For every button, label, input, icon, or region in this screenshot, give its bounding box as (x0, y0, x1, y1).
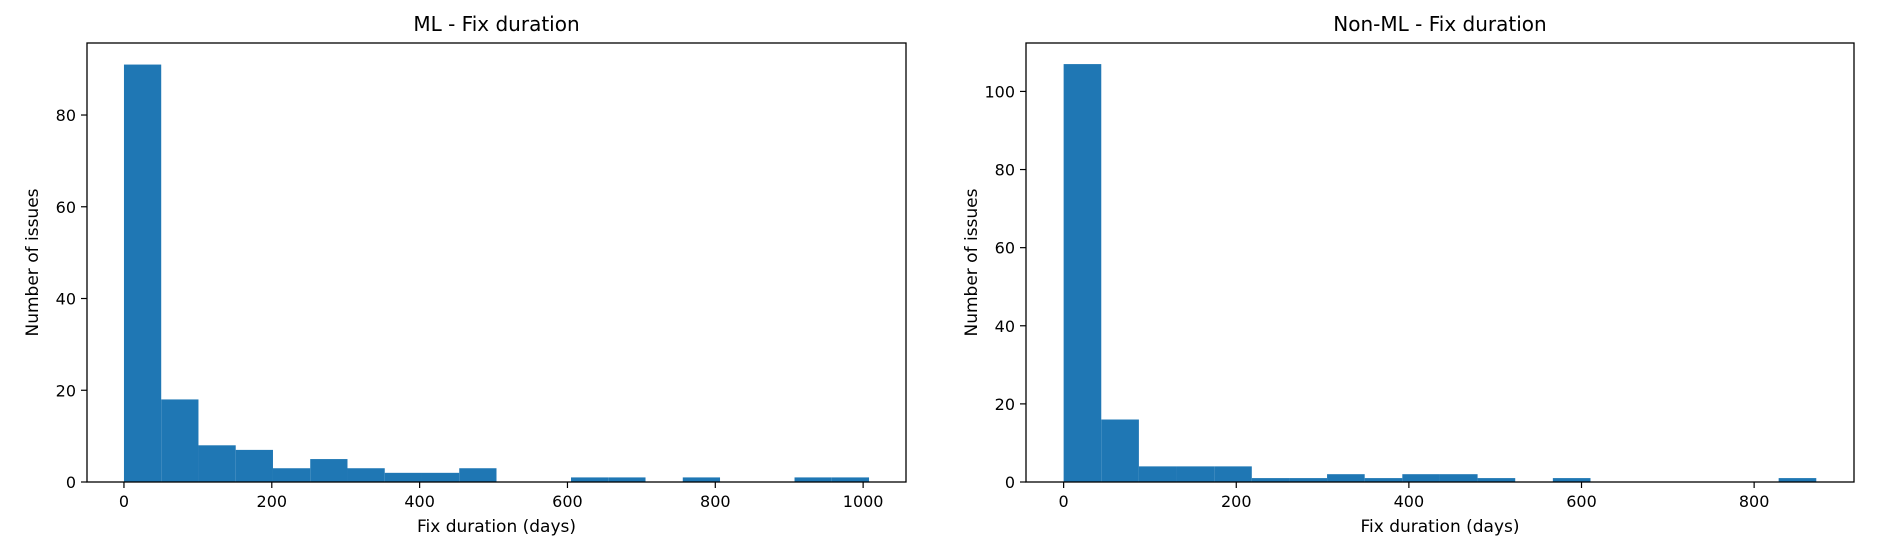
ml-bar (459, 468, 497, 482)
non-ml-y-tick-label: 100 (984, 82, 1015, 101)
ml-histogram-panel: 0 200 400 600 800 1000 0 20 40 60 80 ML - Fix dur… (23, 12, 907, 537)
ml-bar (384, 472, 422, 482)
non-ml-axes-frame (1025, 42, 1855, 483)
non-ml-chart-title: Non-ML - Fix duration (1333, 12, 1546, 36)
ml-y-tick-label: 40 (56, 290, 76, 309)
non-ml-bar (1138, 466, 1177, 482)
non-ml-x-ticks: 0 200 400 600 800 (1059, 482, 1770, 511)
ml-bar (421, 472, 460, 482)
ml-bar (831, 477, 870, 482)
non-ml-bar (1101, 419, 1139, 482)
ml-x-tick-label: 0 (119, 492, 129, 511)
non-ml-x-tick-label: 200 (1221, 492, 1252, 511)
ml-axes-frame (86, 42, 907, 483)
non-ml-bar (1439, 474, 1478, 482)
ml-x-tick-label: 400 (404, 492, 435, 511)
non-ml-bar (1364, 478, 1403, 482)
ml-x-ticks: 0 200 400 600 800 1000 (119, 482, 884, 511)
ml-x-tick-label: 200 (257, 492, 288, 511)
non-ml-x-axis-label: Fix duration (days) (1360, 517, 1519, 537)
non-ml-y-axis-label: Number of issues (962, 188, 982, 336)
ml-bar (794, 477, 832, 482)
ml-bar (272, 468, 311, 482)
ml-bar (571, 477, 609, 482)
ml-chart-title: ML - Fix duration (413, 12, 579, 36)
ml-bar (608, 477, 646, 482)
ml-x-tick-label: 800 (700, 492, 731, 511)
ml-y-tick-label: 20 (56, 381, 76, 400)
ml-bars (123, 64, 870, 482)
non-ml-bar (1214, 466, 1252, 482)
non-ml-bar (1477, 478, 1516, 482)
ml-bar (235, 449, 273, 482)
ml-bar (682, 477, 721, 482)
non-ml-bar (1251, 478, 1290, 482)
ml-bar (198, 445, 236, 482)
ml-x-tick-label: 600 (552, 492, 583, 511)
non-ml-y-tick-label: 40 (995, 317, 1015, 336)
non-ml-bar (1552, 478, 1591, 482)
non-ml-bar (1063, 64, 1102, 482)
ml-bar (161, 399, 199, 482)
ml-x-tick-label: 1000 (843, 492, 884, 511)
non-ml-y-tick-label: 80 (995, 161, 1015, 180)
non-ml-x-tick-label: 600 (1566, 492, 1597, 511)
ml-y-tick-label: 0 (66, 473, 76, 492)
non-ml-x-tick-label: 400 (1394, 492, 1425, 511)
non-ml-y-ticks: 0 20 40 60 80 100 (984, 82, 1026, 492)
non-ml-x-tick-label: 0 (1059, 492, 1069, 511)
ml-bar (347, 468, 385, 482)
ml-bar (123, 64, 162, 482)
ml-y-tick-label: 80 (56, 106, 76, 125)
non-ml-y-tick-label: 20 (995, 395, 1015, 414)
ml-bar (310, 459, 348, 482)
ml-y-ticks: 0 20 40 60 80 (56, 106, 87, 492)
non-ml-bars (1063, 64, 1817, 482)
non-ml-bar (1778, 478, 1817, 482)
ml-x-axis-label: Fix duration (days) (417, 517, 576, 537)
non-ml-histogram-panel: 0 200 400 600 800 0 20 40 60 80 100 Non-ML - Fix … (962, 12, 1855, 537)
non-ml-bar (1176, 466, 1215, 482)
non-ml-y-tick-label: 60 (995, 239, 1015, 258)
non-ml-bar (1327, 474, 1365, 482)
ml-y-tick-label: 60 (56, 198, 76, 217)
non-ml-bar (1402, 474, 1440, 482)
ml-y-axis-label: Number of issues (23, 188, 43, 336)
non-ml-bar (1289, 478, 1328, 482)
non-ml-y-tick-label: 0 (1005, 473, 1015, 492)
non-ml-x-tick-label: 800 (1739, 492, 1770, 511)
